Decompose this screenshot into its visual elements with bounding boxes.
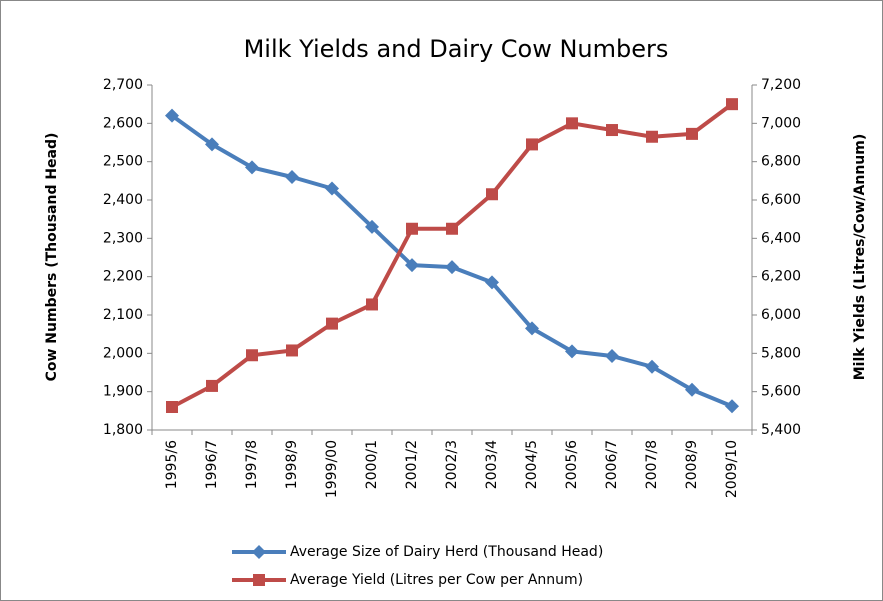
data-point: [206, 379, 218, 392]
x-tick-label: 2008/9: [684, 440, 700, 489]
y-tick-label: 2,500: [103, 154, 143, 170]
x-tick-label: 2004/5: [524, 440, 540, 489]
legend-label: Average Yield (Litres per Cow per Annum): [290, 572, 583, 588]
data-point: [565, 344, 579, 359]
data-point: [646, 130, 658, 143]
x-tick-label: 2006/7: [604, 440, 620, 489]
data-point: [486, 188, 498, 201]
data-point: [205, 137, 219, 152]
legend-marker: [252, 545, 266, 559]
data-point: [726, 98, 738, 111]
y2-tick-label: 5,600: [761, 384, 801, 400]
y2-tick-label: 7,000: [761, 115, 801, 131]
data-point: [166, 401, 178, 413]
y2-tick-label: 6,400: [761, 230, 801, 246]
y2-tick-label: 6,200: [761, 269, 801, 285]
x-tick-label: 2007/8: [644, 440, 660, 489]
data-point: [605, 349, 619, 364]
y2-tick-label: 6,600: [761, 192, 801, 208]
y-tick-label: 1,800: [103, 422, 143, 438]
data-point: [566, 117, 578, 130]
x-tick-label: 2001/2: [404, 440, 420, 489]
legend-marker: [253, 574, 265, 586]
data-point: [365, 219, 379, 234]
y-axis-title: Cow Numbers (Thousand Head): [44, 133, 60, 382]
data-point: [685, 382, 699, 397]
legend-label: Average Size of Dairy Herd (Thousand Hea…: [290, 544, 603, 560]
x-tick-label: 1996/7: [204, 440, 220, 489]
data-point: [686, 127, 698, 140]
y2-axis-title: Milk Yields (Litres/Cow/Annum): [852, 134, 868, 381]
data-point: [446, 222, 458, 235]
x-tick-label: 2009/10: [724, 440, 740, 498]
y-tick-label: 1,900: [103, 384, 143, 400]
y2-tick-label: 6,000: [761, 307, 801, 323]
data-point: [325, 181, 339, 196]
y2-tick-label: 6,800: [761, 154, 801, 170]
y2-tick-label: 5,400: [761, 422, 801, 438]
data-point: [326, 317, 338, 330]
x-tick-label: 1995/6: [164, 440, 180, 489]
data-point: [406, 222, 418, 235]
data-point: [245, 160, 259, 175]
data-point: [525, 321, 539, 336]
y-tick-label: 2,000: [103, 345, 143, 361]
data-point: [725, 399, 739, 414]
y-tick-label: 2,600: [103, 115, 143, 131]
y-tick-label: 2,300: [103, 230, 143, 246]
x-tick-label: 2000/1: [364, 440, 380, 489]
x-tick-label: 2003/4: [484, 440, 500, 489]
data-point: [645, 359, 659, 374]
data-point: [405, 258, 419, 273]
chart-title: Milk Yields and Dairy Cow Numbers: [244, 35, 669, 63]
data-point: [285, 170, 299, 184]
x-tick-label: 1998/9: [284, 440, 300, 489]
y2-tick-label: 7,200: [761, 77, 801, 93]
y2-tick-label: 5,800: [761, 345, 801, 361]
x-tick-label: 1997/8: [244, 440, 260, 489]
data-point: [526, 138, 538, 151]
data-point: [366, 298, 378, 311]
x-tick-label: 2005/6: [564, 440, 580, 489]
y-tick-label: 2,700: [103, 77, 143, 93]
data-point: [165, 108, 179, 123]
data-point: [606, 124, 618, 137]
data-point: [445, 260, 459, 275]
y-tick-label: 2,200: [103, 269, 143, 285]
data-point: [485, 275, 499, 290]
data-point: [286, 344, 298, 357]
x-tick-label: 2002/3: [444, 440, 460, 489]
y-tick-label: 2,100: [103, 307, 143, 323]
x-tick-label: 1999/00: [324, 440, 340, 498]
data-point: [246, 349, 258, 362]
y-tick-label: 2,400: [103, 192, 143, 208]
